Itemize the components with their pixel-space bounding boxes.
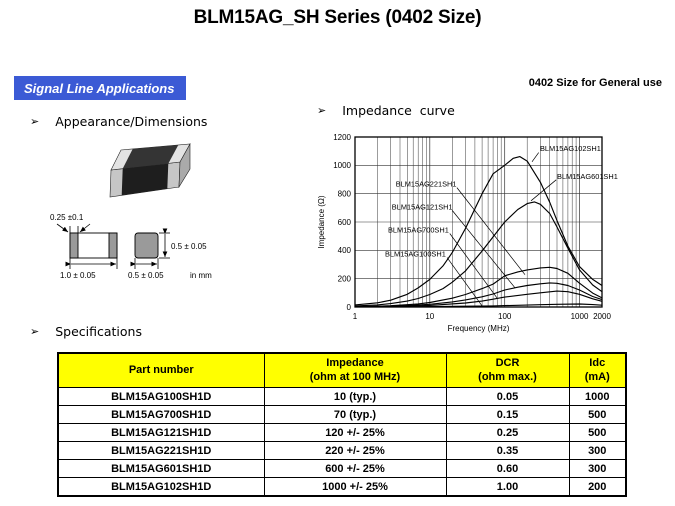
side-view xyxy=(134,232,159,259)
table-row: BLM15AG100SH1D 10 (typ.) 0.05 1000 xyxy=(57,387,627,406)
front-view-left-terminal xyxy=(69,232,79,259)
label-leader-line xyxy=(530,179,557,202)
label-leader-line xyxy=(449,233,498,299)
chip-component-image xyxy=(109,142,191,198)
dim-height-label: 0.5 ± 0.05 xyxy=(171,242,207,251)
cell-part-number: BLM15AG102SH1D xyxy=(57,477,265,497)
cell-idc: 200 xyxy=(568,477,627,497)
curve-BLM15AG221SH1 xyxy=(354,266,603,308)
y-axis-title: Impedance (Ω) xyxy=(317,195,326,248)
header-part-number: Part number xyxy=(57,352,265,388)
label-leader-line xyxy=(446,257,483,307)
cell-dcr: 0.25 xyxy=(445,423,570,442)
plot-border xyxy=(354,136,603,308)
cell-part-number: BLM15AG100SH1D xyxy=(57,387,265,406)
impedance-chart: BLM15AG102SH1 BLM15AG601SH1 BLM15AG221SH1 B… xyxy=(317,133,618,333)
cell-idc: 300 xyxy=(568,441,627,460)
dim-terminal-width-label: 0.25 ±0.1 xyxy=(50,213,84,222)
curve-BLM15AG100SH1 xyxy=(354,303,603,308)
cell-dcr: 1.00 xyxy=(445,477,570,497)
cell-idc: 300 xyxy=(568,459,627,478)
cell-idc: 1000 xyxy=(568,387,627,406)
x-tick-label: 1000 xyxy=(571,312,589,321)
table-row: BLM15AG601SH1D 600 +/- 25% 0.60 300 xyxy=(57,459,627,478)
curve-label: BLM15AG221SH1 xyxy=(396,180,457,189)
y-tick-label: 0 xyxy=(347,303,352,312)
cell-impedance: 220 +/- 25% xyxy=(263,441,447,460)
cell-impedance: 600 +/- 25% xyxy=(263,459,447,478)
x-tick-label: 10 xyxy=(425,312,434,321)
y-tick-label: 200 xyxy=(338,275,352,284)
cell-part-number: BLM15AG601SH1D xyxy=(57,459,265,478)
curve-label: BLM15AG700SH1 xyxy=(388,226,449,235)
table-row: BLM15AG102SH1D 1000 +/- 25% 1.00 200 xyxy=(57,477,627,497)
cell-dcr: 0.05 xyxy=(445,387,570,406)
y-tick-label: 1200 xyxy=(333,133,351,142)
dim-width-label: 0.5 ± 0.05 xyxy=(128,271,164,280)
top-right-note: 0402 Size for General use xyxy=(528,77,662,89)
page-title: BLM15AG_SH Series (0402 Size) xyxy=(193,7,482,28)
y-tick-label: 800 xyxy=(338,190,352,199)
curve-BLM15AG121SH1 xyxy=(354,282,603,308)
curve-label: BLM15AG601SH1 xyxy=(557,172,618,181)
cell-idc: 500 xyxy=(568,423,627,442)
cell-impedance: 120 +/- 25% xyxy=(263,423,447,442)
table-row: BLM15AG700SH1D 70 (typ.) 0.15 500 xyxy=(57,405,627,424)
label-leader-line xyxy=(456,187,526,275)
header-impedance: Impedance (ohm at 100 MHz) xyxy=(263,352,447,388)
cell-impedance: 1000 +/- 25% xyxy=(263,477,447,497)
cell-dcr: 0.60 xyxy=(445,459,570,478)
y-tick-label: 600 xyxy=(338,218,352,227)
impedance-label: Impedance curve xyxy=(342,103,455,118)
dim-unit-note: in mm xyxy=(190,271,212,280)
curve-label: BLM15AG102SH1 xyxy=(540,144,601,153)
appearance-section-heading: ➢ Appearance/Dimensions xyxy=(30,114,207,129)
impedance-section-heading: ➢ Impedance curve xyxy=(317,103,455,118)
curve-BLM15AG700SH1 xyxy=(354,290,603,308)
x-tick-label: 2000 xyxy=(593,312,611,321)
cell-part-number: BLM15AG700SH1D xyxy=(57,405,265,424)
appearance-label: Appearance/Dimensions xyxy=(55,114,208,129)
cell-part-number: BLM15AG221SH1D xyxy=(57,441,265,460)
cell-part-number: BLM15AG121SH1D xyxy=(57,423,265,442)
label-leader-line xyxy=(452,210,516,288)
table-row: BLM15AG221SH1D 220 +/- 25% 0.35 300 xyxy=(57,441,627,460)
table-header-row: Part number Impedance (ohm at 100 MHz) D… xyxy=(57,352,627,388)
y-tick-label: 1000 xyxy=(333,161,351,170)
specifications-section-heading: ➢ Specifications xyxy=(30,324,142,339)
x-axis-title: Frequency (MHz) xyxy=(448,324,510,333)
header-idc: Idc (mA) xyxy=(568,352,627,388)
table-row: BLM15AG121SH1D 120 +/- 25% 0.25 500 xyxy=(57,423,627,442)
cell-impedance: 10 (typ.) xyxy=(263,387,447,406)
dim-length-label: 1.0 ± 0.05 xyxy=(60,271,96,280)
bullet-arrow-icon: ➢ xyxy=(317,104,327,117)
cell-dcr: 0.35 xyxy=(445,441,570,460)
curve-BLM15AG102SH1 xyxy=(354,156,603,306)
label-leader-line xyxy=(531,152,539,163)
cell-idc: 500 xyxy=(568,405,627,424)
curve-BLM15AG601SH1 xyxy=(354,201,603,307)
curve-label: BLM15AG121SH1 xyxy=(392,203,453,212)
cell-impedance: 70 (typ.) xyxy=(263,405,447,424)
front-view-right-terminal xyxy=(108,232,118,259)
curve-label: BLM15AG100SH1 xyxy=(385,250,446,259)
signal-banner: Signal Line Applications xyxy=(14,76,186,100)
dimensions-drawing: 0.25 ±0.1 1.0 ± 0.05 0.5 ± 0.05 0.5 ± 0.… xyxy=(50,213,212,280)
specifications-table: Part number Impedance (ohm at 100 MHz) D… xyxy=(57,352,627,497)
specifications-label: Specifications xyxy=(55,324,142,339)
y-tick-label: 400 xyxy=(338,246,352,255)
bullet-arrow-icon: ➢ xyxy=(30,115,40,128)
x-tick-label: 100 xyxy=(498,312,512,321)
header-dcr: DCR (ohm max.) xyxy=(445,352,570,388)
x-tick-label: 1 xyxy=(353,312,358,321)
cell-dcr: 0.15 xyxy=(445,405,570,424)
bullet-arrow-icon: ➢ xyxy=(30,325,40,338)
signal-banner-label: Signal Line Applications xyxy=(24,80,175,96)
